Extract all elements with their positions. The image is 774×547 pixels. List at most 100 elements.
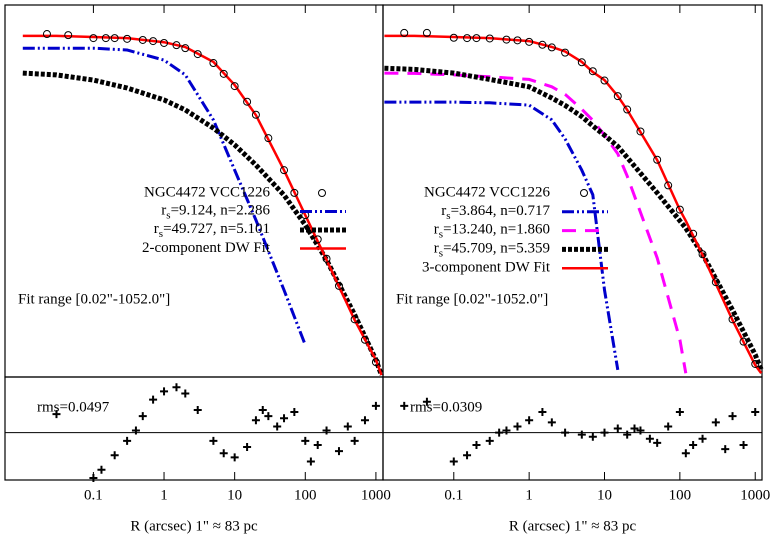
data-point (280, 166, 289, 175)
data-point (613, 92, 622, 101)
data-point (334, 281, 343, 290)
x-axis-label: R (arcsec) 1" ≈ 83 pc (509, 518, 637, 534)
residual-point (138, 412, 147, 421)
residual-point (681, 449, 690, 458)
residual-point (360, 416, 369, 425)
data-point (313, 235, 322, 244)
residual-point (636, 426, 645, 435)
data-point (138, 35, 147, 44)
legend-label: rs=3.864, n=0.717 (441, 203, 550, 221)
data-point (101, 34, 110, 43)
residual-point (273, 422, 282, 431)
residual-point (751, 408, 760, 417)
data-point (525, 37, 534, 46)
legend-label: 2-component DW Fit (142, 240, 271, 256)
residual-point (209, 436, 218, 445)
residual-point (301, 436, 310, 445)
annotation: Fit range [0.02"-1052.0"] (18, 291, 170, 307)
data-point (400, 28, 409, 37)
data-point (449, 33, 458, 42)
data-point (600, 76, 609, 85)
model-line (22, 46, 307, 346)
data-point (251, 110, 260, 119)
data-point (636, 127, 645, 136)
data-point (322, 254, 331, 263)
data-point (739, 337, 748, 346)
data-point (123, 34, 132, 43)
data-point (513, 36, 522, 45)
legend-label: rs=49.727, n=5.101 (154, 221, 270, 239)
residual-point (630, 424, 639, 433)
residual-point (689, 440, 698, 449)
residual-point (698, 434, 707, 443)
data-point (371, 358, 380, 367)
data-point (149, 37, 158, 46)
residual-point (264, 412, 273, 421)
rms-label: rms=0.0309 (410, 399, 482, 415)
residual-point (97, 465, 106, 474)
residual-point (181, 389, 190, 398)
data-point (538, 40, 547, 49)
residual-point (306, 457, 315, 466)
legend-label: rs=13.240, n=1.860 (434, 222, 550, 240)
residual-point (645, 434, 654, 443)
plot-area (384, 28, 764, 375)
model-line (22, 34, 383, 376)
data-point (264, 134, 273, 143)
x-tick-label: 100 (669, 487, 692, 503)
residual-point (280, 414, 289, 423)
residual-point (123, 436, 132, 445)
residual-point (160, 387, 169, 396)
data-point (675, 205, 684, 214)
residual-point (219, 449, 228, 458)
data-point (502, 35, 511, 44)
residual-point (538, 408, 547, 417)
residual-point (400, 401, 409, 410)
plot-area (5, 383, 383, 482)
residual-point (613, 424, 622, 433)
data-point (360, 335, 369, 344)
model-line (384, 34, 763, 375)
residual-point (172, 383, 181, 392)
residual-point (334, 447, 343, 456)
residual-point (258, 405, 267, 414)
legend-label: 3-component DW Fit (422, 260, 551, 276)
data-point (193, 50, 202, 59)
residual-point (449, 457, 458, 466)
residual-point (561, 428, 570, 437)
model-line (22, 70, 384, 376)
residual-point (131, 426, 140, 435)
data-point (422, 28, 431, 37)
residual-point (290, 408, 299, 417)
residual-point (230, 453, 239, 462)
data-point (689, 229, 698, 238)
residual-point (371, 401, 380, 410)
data-point (664, 181, 673, 190)
data-point (172, 41, 181, 50)
data-point (547, 43, 556, 52)
data-point (728, 315, 737, 324)
data-point (588, 67, 597, 76)
residual-point (664, 422, 673, 431)
data-point (485, 34, 494, 43)
data-point (243, 97, 252, 106)
residual-point (472, 440, 481, 449)
legend-label: NGC4472 VCC1226 (424, 184, 550, 200)
x-tick-label: 0.1 (84, 487, 103, 503)
residual-point (721, 445, 730, 454)
data-point (577, 58, 586, 67)
legend-symbol (318, 189, 326, 197)
data-point (698, 250, 707, 259)
x-tick-label: 1000 (361, 487, 391, 503)
residual-point (502, 426, 511, 435)
data-point (623, 105, 632, 114)
residual-point (623, 430, 632, 439)
data-point (181, 44, 190, 53)
residual-point (547, 418, 556, 427)
data-point (160, 38, 169, 47)
model-line (384, 100, 620, 371)
residual-point (600, 428, 609, 437)
plot-area (383, 397, 762, 466)
residual-point (485, 436, 494, 445)
